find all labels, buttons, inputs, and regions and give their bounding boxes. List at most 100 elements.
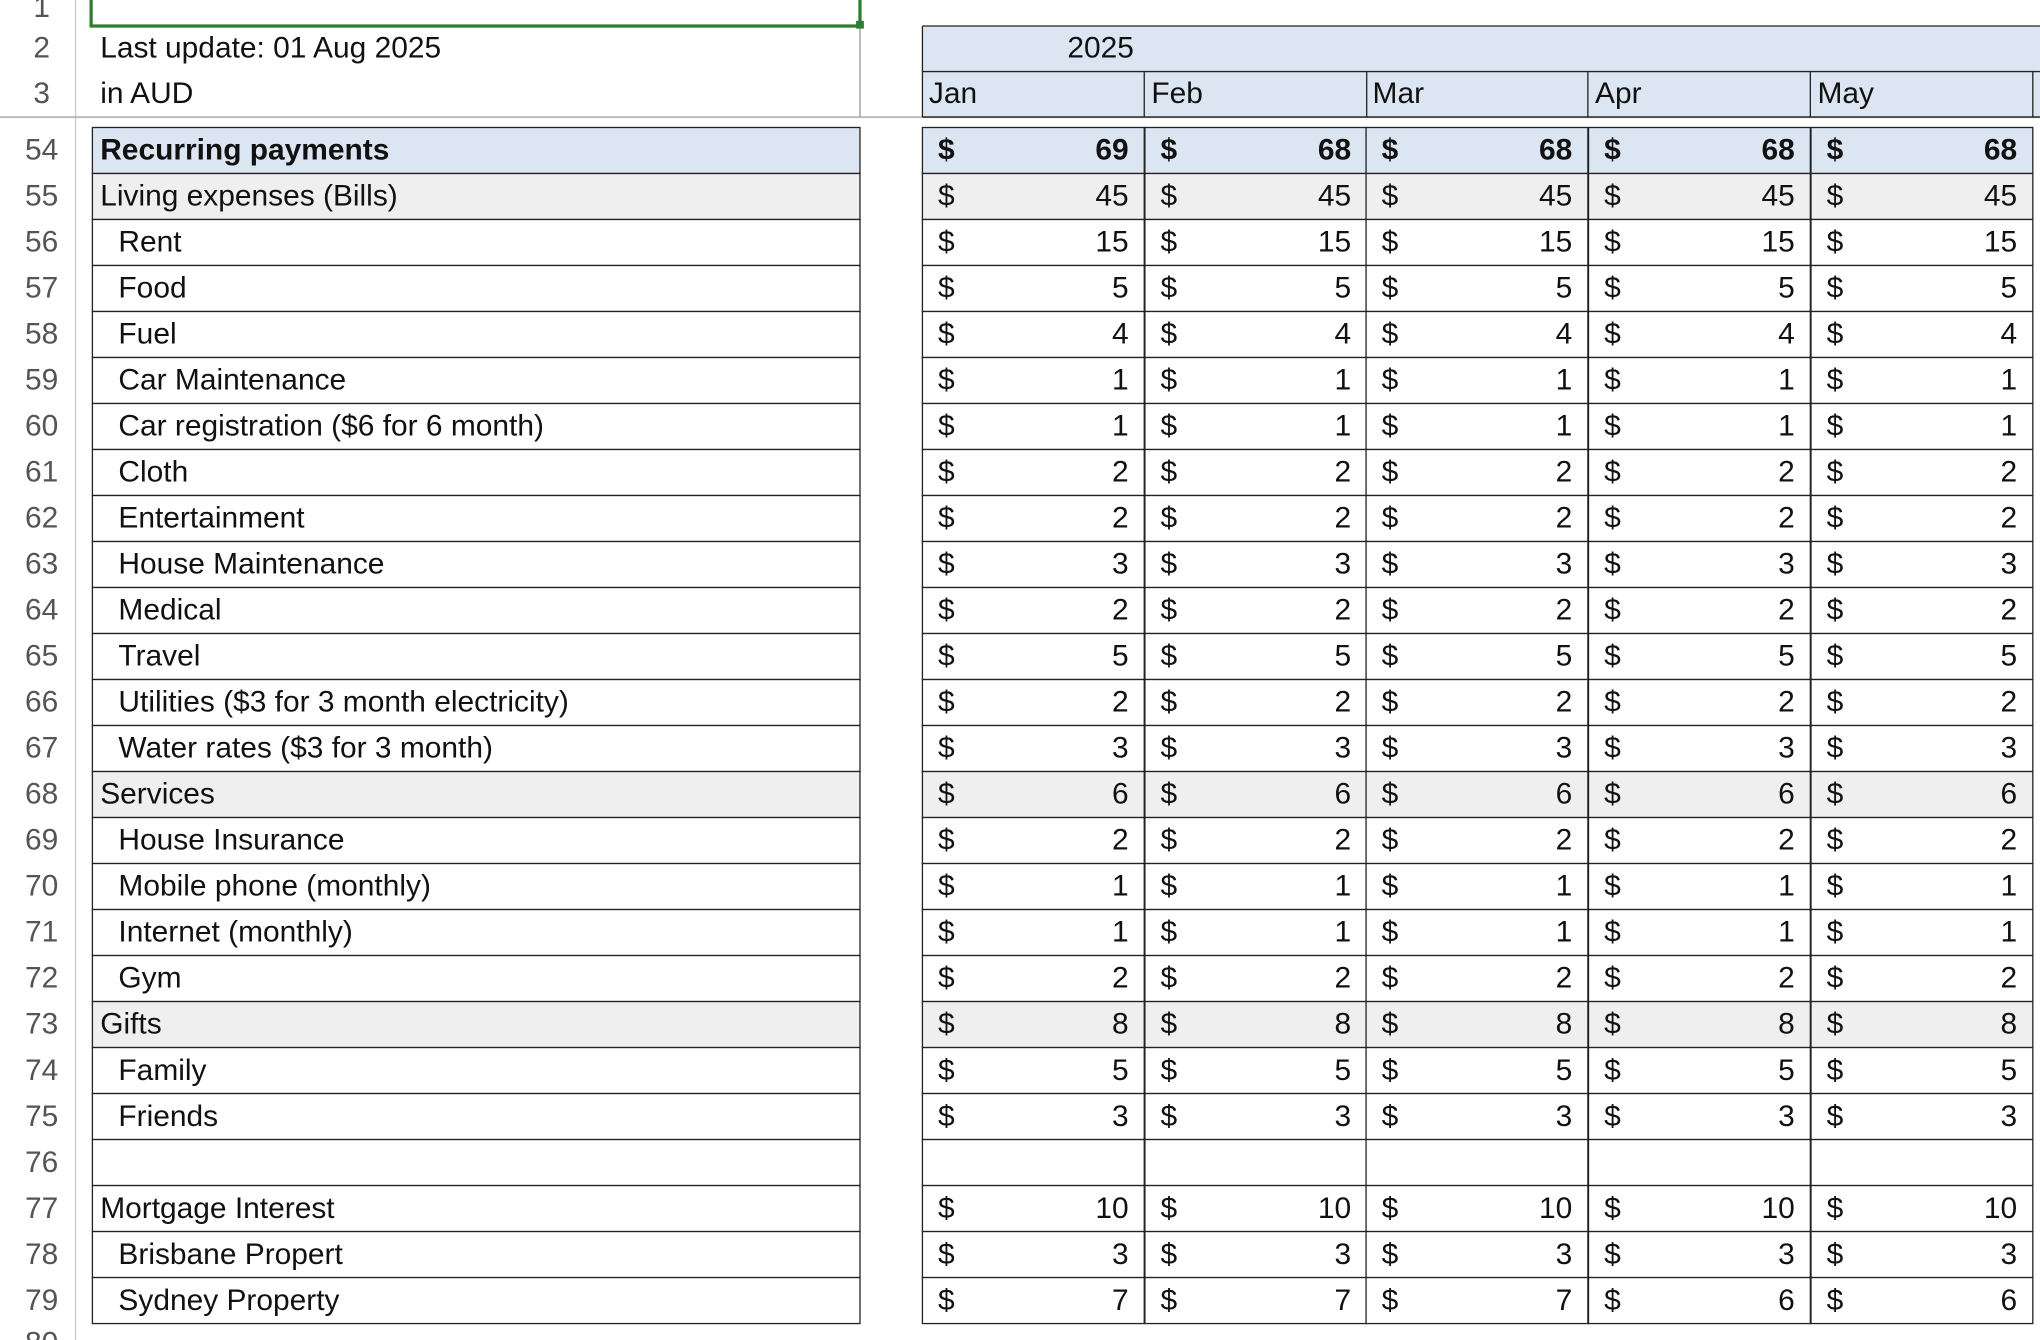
value: 4 [1112,318,1129,351]
value-cell [1365,172,1589,221]
value: 2 [2001,594,2018,627]
value: 3 [1556,1100,1573,1133]
value: 1 [1334,870,1351,903]
selection[interactable] [89,0,862,28]
value: 2 [1334,456,1351,489]
currency: $ [1161,1008,1178,1041]
month: Mar [1373,77,1425,110]
row-number: 69 [25,824,58,857]
value: 1 [1112,870,1129,903]
row-label: House Maintenance [118,548,384,581]
value: 4 [1556,318,1573,351]
value-cell [1810,1184,2034,1233]
value-cell [921,1138,1145,1187]
currency: $ [1161,134,1178,167]
value-cell [1587,1184,1811,1233]
row-label: Mobile phone (monthly) [118,870,431,903]
currency: $ [1382,548,1399,581]
value: 2 [2001,962,2018,995]
row-number: 59 [25,364,58,397]
row-number: 61 [25,456,58,489]
currency: $ [1604,364,1621,397]
value-cell [1365,770,1589,819]
value-cell [1365,1000,1589,1049]
currency: $ [938,824,955,857]
value-cell [1810,402,2034,451]
value: 8 [1556,1008,1573,1041]
value: 1 [1334,364,1351,397]
value: 5 [2001,1054,2018,1087]
currency: $ [1604,1284,1621,1317]
currency: $ [938,318,955,351]
currency: $ [938,1008,955,1041]
value-cell [1587,540,1811,589]
value-cell [1810,1000,2034,1049]
label-cell [91,954,861,1003]
currency: $ [1604,778,1621,811]
row-label: Water rates ($3 for 3 month) [118,732,493,765]
value: 8 [1778,1008,1795,1041]
value: 2 [1778,502,1795,535]
value-cell [1810,908,2034,957]
value: 6 [2001,778,2018,811]
currency: $ [1382,1192,1399,1225]
value: 5 [1556,1054,1573,1087]
value: 69 [1095,134,1128,167]
label-cell [91,218,861,267]
value: 6 [1112,778,1129,811]
currency: $ [1382,686,1399,719]
value: 1 [1334,916,1351,949]
value-cell [1144,770,1368,819]
value-cell [921,1184,1145,1233]
currency: $ [1827,272,1844,305]
row-number: 58 [25,318,58,351]
value-cell [1587,494,1811,543]
currency: $ [1604,1054,1621,1087]
value-cell [1587,632,1811,681]
value-cell [1810,448,2034,497]
value: 1 [1778,410,1795,443]
value-cell [921,494,1145,543]
value: 5 [1112,640,1129,673]
label-cell [91,1138,861,1187]
selection-handle[interactable] [856,20,864,29]
currency: $ [1161,410,1178,443]
label-cell [91,1092,861,1141]
label-cell [91,172,861,221]
value-cell [1144,862,1368,911]
value: 68 [1984,134,2017,167]
value: 3 [1778,732,1795,765]
currency: $ [938,502,955,535]
currency: $ [1604,594,1621,627]
value-cell [1810,310,2034,359]
currency: $ [938,548,955,581]
currency: $ [1382,502,1399,535]
currency: $ [938,364,955,397]
row-number: 2 [33,31,50,64]
value-cell [1144,1046,1368,1095]
value: 8 [1334,1008,1351,1041]
currency: $ [1604,732,1621,765]
value: 2 [2001,686,2018,719]
value: 2 [1112,962,1129,995]
currency: $ [1161,824,1178,857]
value: 3 [1556,548,1573,581]
currency: $ [1604,502,1621,535]
row-number: 57 [25,272,58,305]
value-cell [1810,862,2034,911]
value: 1 [1112,364,1129,397]
currency: $ [938,916,955,949]
value-cell [1587,1230,1811,1279]
row-number: 56 [25,226,58,259]
value-cell [1587,172,1811,221]
value: 2 [2001,824,2018,857]
value: 68 [1318,134,1351,167]
label-cell [91,402,861,451]
row-number: 67 [25,732,58,765]
value-cell [1365,1046,1589,1095]
value-cell [1144,724,1368,773]
currency: $ [1161,364,1178,397]
currency: $ [1604,226,1621,259]
currency: $ [1827,594,1844,627]
value: 1 [1112,916,1129,949]
